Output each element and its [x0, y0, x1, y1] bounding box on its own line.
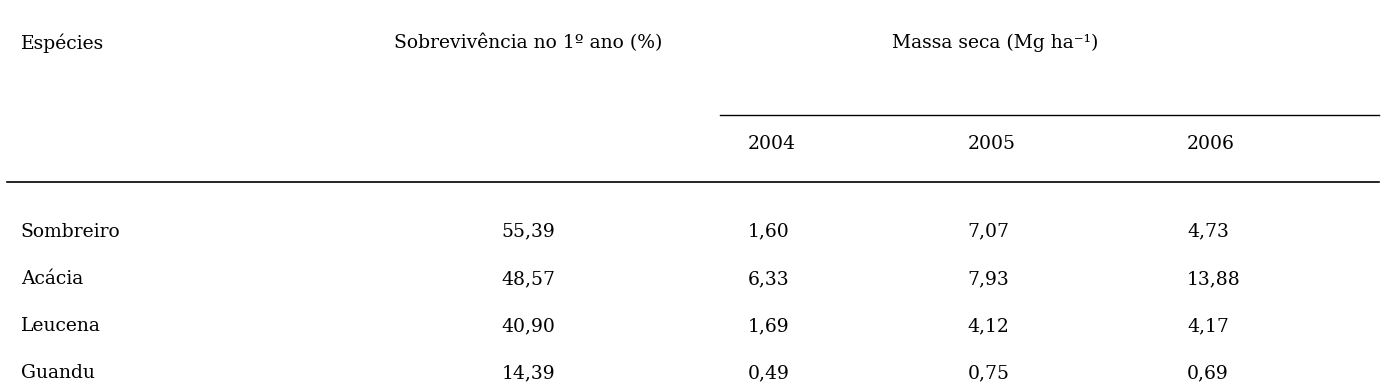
Text: 7,07: 7,07 — [967, 223, 1009, 241]
Text: 14,39: 14,39 — [502, 365, 556, 382]
Text: Sobrevivência no 1º ano (%): Sobrevivência no 1º ano (%) — [394, 34, 663, 52]
Text: 2005: 2005 — [967, 135, 1016, 153]
Text: Guandu: Guandu — [21, 365, 94, 382]
Text: 13,88: 13,88 — [1186, 270, 1240, 288]
Text: Massa seca (Mg ha⁻¹): Massa seca (Mg ha⁻¹) — [891, 34, 1098, 52]
Text: 1,69: 1,69 — [748, 317, 790, 335]
Text: 48,57: 48,57 — [502, 270, 556, 288]
Text: 7,93: 7,93 — [967, 270, 1009, 288]
Text: Sombreiro: Sombreiro — [21, 223, 121, 241]
Text: 4,17: 4,17 — [1186, 317, 1229, 335]
Text: Espécies: Espécies — [21, 34, 104, 53]
Text: 1,60: 1,60 — [748, 223, 790, 241]
Text: 4,73: 4,73 — [1186, 223, 1229, 241]
Text: 0,49: 0,49 — [748, 365, 790, 382]
Text: 0,69: 0,69 — [1186, 365, 1229, 382]
Text: 55,39: 55,39 — [502, 223, 556, 241]
Text: 2004: 2004 — [748, 135, 796, 153]
Text: Leucena: Leucena — [21, 317, 101, 335]
Text: 0,75: 0,75 — [967, 365, 1009, 382]
Text: 40,90: 40,90 — [502, 317, 556, 335]
Text: 2006: 2006 — [1186, 135, 1235, 153]
Text: Acácia: Acácia — [21, 270, 83, 288]
Text: 6,33: 6,33 — [748, 270, 790, 288]
Text: 4,12: 4,12 — [967, 317, 1009, 335]
